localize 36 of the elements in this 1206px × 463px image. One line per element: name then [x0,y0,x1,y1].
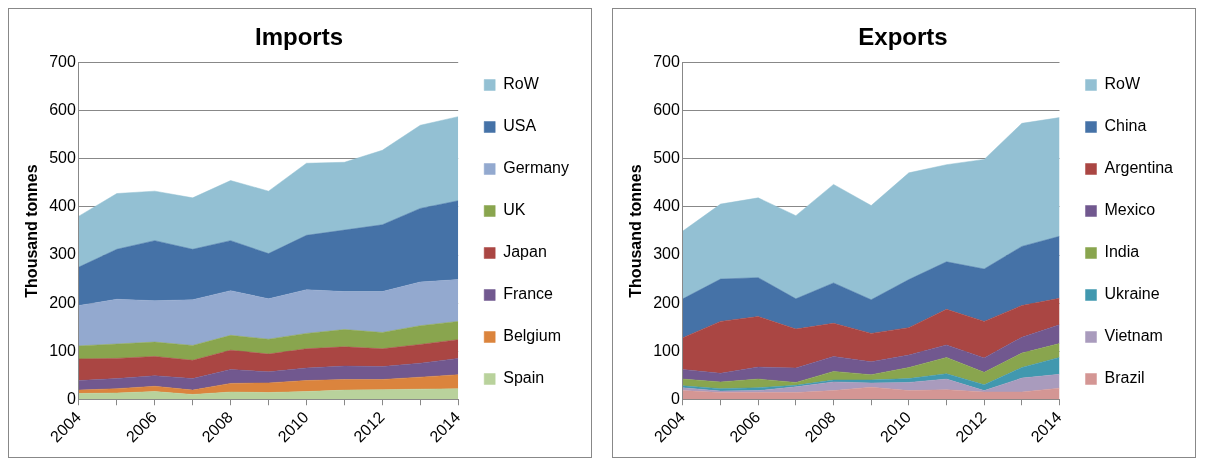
legend-label: RoW [503,75,540,93]
y-tick-label: 0 [66,389,76,407]
y-tick-label: 400 [653,197,680,215]
legend-label: Brazil [1104,369,1145,387]
y-axis-title: Thousand tonnes [627,164,645,298]
y-tick-label: 0 [670,389,680,407]
legend-label: Spain [503,369,545,387]
y-tick-label: 400 [49,197,76,215]
y-tick-label: 100 [653,341,680,359]
legend-label: China [1104,117,1147,135]
legend-label: RoW [1104,75,1141,93]
legend-label: India [1104,243,1140,261]
y-tick-label: 700 [49,53,76,71]
y-tick-label: 300 [653,245,680,263]
y-tick-label: 200 [49,293,76,311]
legend-label: UK [503,201,526,219]
y-tick-label: 200 [653,293,680,311]
legend-label: Vietnam [1104,327,1163,345]
chart-title: Imports [254,23,344,51]
y-tick-label: 300 [49,245,76,263]
y-tick-label: 600 [49,101,76,119]
legend-label: France [503,285,554,303]
legend-label: Argentina [1104,159,1174,177]
legend-label: Belgium [503,327,562,345]
y-tick-label: 500 [653,149,680,167]
y-tick-label: 700 [653,53,680,71]
legend-label: Ukraine [1104,285,1160,303]
legend-label: Germany [503,159,569,177]
y-tick-label: 100 [49,341,76,359]
legend-label: USA [503,117,537,135]
legend-label: Mexico [1104,201,1156,219]
y-tick-label: 500 [49,149,76,167]
y-axis-title: Thousand tonnes [23,164,41,298]
y-tick-label: 600 [653,101,680,119]
chart-title: Exports [858,23,948,51]
legend-label: Japan [503,243,547,261]
